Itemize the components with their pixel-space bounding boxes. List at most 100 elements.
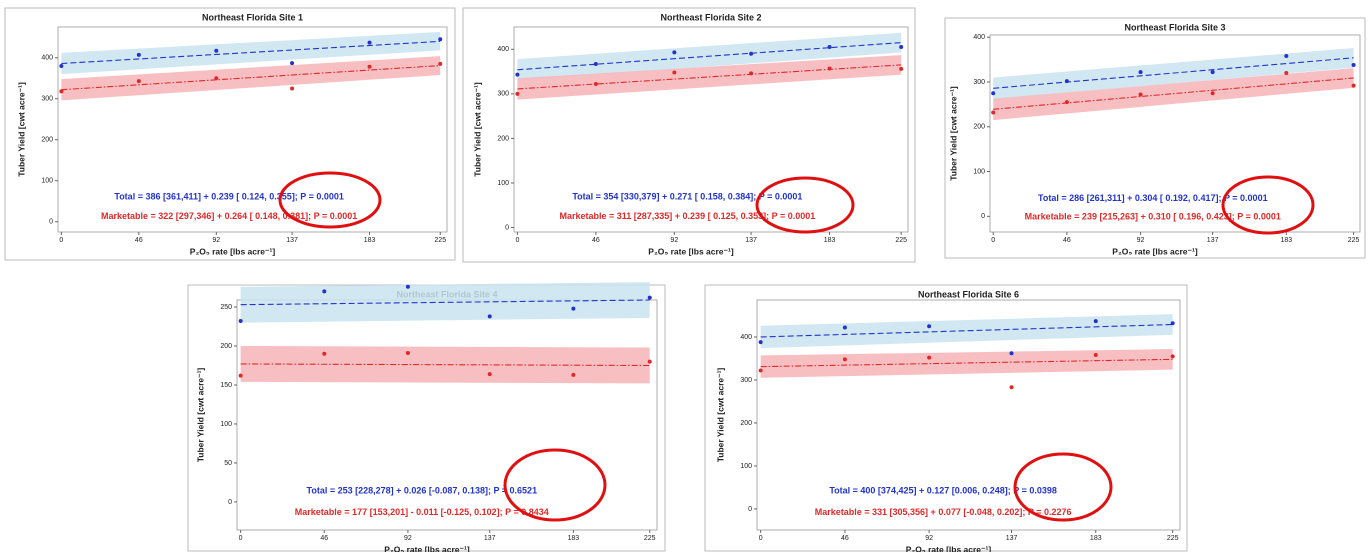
data-point — [899, 45, 904, 50]
chart-title: Northeast Florida Site 2 — [660, 12, 761, 22]
data-point — [515, 91, 520, 96]
data-point — [927, 324, 932, 329]
y-tick-label: 0 — [981, 213, 985, 220]
x-tick-label: 225 — [895, 237, 907, 244]
confidence-band — [760, 349, 1173, 378]
data-point — [827, 66, 832, 71]
data-point — [1284, 71, 1289, 76]
y-tick-label: 50 — [224, 460, 232, 467]
data-point — [842, 357, 847, 362]
x-tick-label: 137 — [745, 237, 757, 244]
x-tick-label: 137 — [286, 237, 298, 244]
data-point — [1093, 353, 1098, 358]
annotation: Marketable = 239 [215,263] + 0.310 [ 0.1… — [1025, 212, 1281, 222]
y-axis-title: Tuber Yield [cwt acre⁻¹] — [16, 82, 26, 177]
x-tick-label: 92 — [670, 237, 678, 244]
y-tick-label: 0 — [505, 224, 509, 231]
fit-line — [61, 64, 441, 91]
y-tick-label: 0 — [228, 499, 232, 506]
x-tick-label: 46 — [841, 535, 849, 542]
confidence-band — [760, 314, 1173, 349]
y-tick-label: 0 — [49, 219, 53, 226]
y-tick-label: 100 — [220, 421, 232, 428]
y-tick-label: 300 — [740, 377, 752, 384]
chart-title: Northeast Florida Site 6 — [918, 289, 1019, 299]
x-tick-label: 92 — [404, 535, 412, 542]
data-point — [214, 48, 219, 53]
y-tick-label: 300 — [41, 96, 53, 103]
data-point — [991, 110, 996, 115]
annotation: Marketable = 322 [297,346] + 0.264 [ 0.1… — [101, 211, 357, 221]
y-tick-label: 200 — [973, 124, 985, 131]
data-point — [1093, 319, 1098, 324]
x-tick-label: 183 — [364, 237, 376, 244]
y-axis-title: Tuber Yield [cwt acre⁻¹] — [715, 368, 725, 463]
x-tick-label: 225 — [1348, 237, 1360, 244]
x-tick-label: 137 — [484, 535, 496, 542]
x-tick-label: 0 — [59, 237, 63, 244]
data-point — [59, 63, 64, 68]
x-tick-label: 137 — [1207, 237, 1219, 244]
data-point — [571, 306, 576, 311]
data-point — [214, 76, 219, 81]
data-point — [758, 340, 763, 345]
y-tick-label: 150 — [220, 382, 232, 389]
x-axis-title: P₂O₅ rate [lbs acre⁻¹] — [190, 246, 276, 256]
data-point — [438, 37, 443, 42]
x-tick-label: 0 — [515, 237, 519, 244]
data-point — [1009, 351, 1014, 356]
data-point — [1064, 100, 1069, 105]
x-tick-label: 225 — [1167, 535, 1179, 542]
data-point — [672, 50, 677, 55]
y-tick-label: 200 — [740, 420, 752, 427]
y-tick-label: 400 — [41, 55, 53, 62]
fit-line — [993, 77, 1354, 110]
x-tick-label: 183 — [568, 535, 580, 542]
data-point — [322, 289, 327, 294]
annotation: Marketable = 331 [305,356] + 0.077 [-0.0… — [815, 507, 1072, 517]
x-tick-label: 46 — [135, 237, 143, 244]
data-point — [59, 89, 64, 94]
data-point — [367, 40, 372, 45]
confidence-band — [240, 282, 650, 323]
y-tick-label: 400 — [973, 34, 985, 41]
y-tick-label: 300 — [973, 79, 985, 86]
fit-line — [760, 323, 1173, 338]
x-tick-label: 92 — [1137, 237, 1145, 244]
highlight-circle — [1221, 175, 1315, 235]
data-point — [367, 64, 372, 69]
y-tick-label: 0 — [748, 506, 752, 513]
x-tick-label: 0 — [991, 237, 995, 244]
x-tick-label: 46 — [592, 237, 600, 244]
y-tick-label: 100 — [740, 463, 752, 470]
data-point — [842, 325, 847, 330]
annotation: Total = 386 [361,411] + 0.239 [ 0.124, 0… — [114, 192, 344, 202]
chart-title: Northeast Florida Site 1 — [202, 12, 303, 22]
y-axis-title: Tuber Yield [cwt acre⁻¹] — [195, 368, 205, 463]
y-tick-label: 200 — [497, 135, 509, 142]
data-point — [238, 373, 243, 378]
x-tick-label: 183 — [1280, 237, 1292, 244]
y-axis-title: Tuber Yield [cwt acre⁻¹] — [472, 82, 482, 177]
data-point — [515, 72, 520, 77]
y-tick-label: 200 — [220, 343, 232, 350]
data-point — [405, 284, 410, 289]
fit-line — [993, 57, 1354, 89]
data-point — [1138, 70, 1143, 75]
x-tick-label: 183 — [824, 237, 836, 244]
x-tick-label: 92 — [212, 237, 220, 244]
data-point — [1138, 92, 1143, 97]
data-point — [1284, 54, 1289, 59]
confidence-band — [61, 56, 441, 101]
annotation: Marketable = 177 [153,201] - 0.011 [-0.1… — [295, 507, 549, 517]
data-point — [758, 368, 763, 373]
y-tick-label: 250 — [220, 304, 232, 311]
data-point — [827, 45, 832, 50]
annotation: Total = 286 [261,311] + 0.304 [ 0.192, 0… — [1038, 193, 1268, 203]
data-point — [1210, 70, 1215, 75]
highlight-circle — [278, 171, 382, 229]
data-point — [405, 351, 410, 356]
data-point — [991, 91, 996, 96]
